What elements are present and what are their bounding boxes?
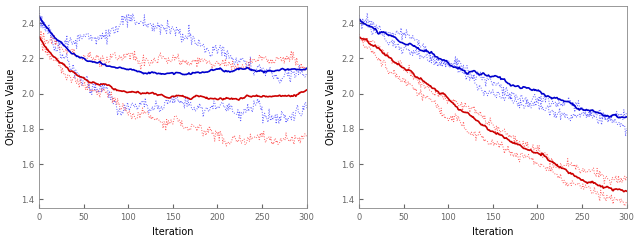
Y-axis label: Objective Value: Objective Value xyxy=(6,69,15,145)
X-axis label: Iteration: Iteration xyxy=(472,227,514,237)
X-axis label: Iteration: Iteration xyxy=(152,227,194,237)
Y-axis label: Objective Value: Objective Value xyxy=(326,69,335,145)
